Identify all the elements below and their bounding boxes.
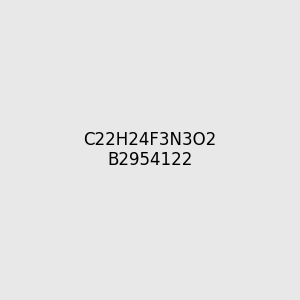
Text: C22H24F3N3O2
B2954122: C22H24F3N3O2 B2954122: [83, 130, 217, 170]
